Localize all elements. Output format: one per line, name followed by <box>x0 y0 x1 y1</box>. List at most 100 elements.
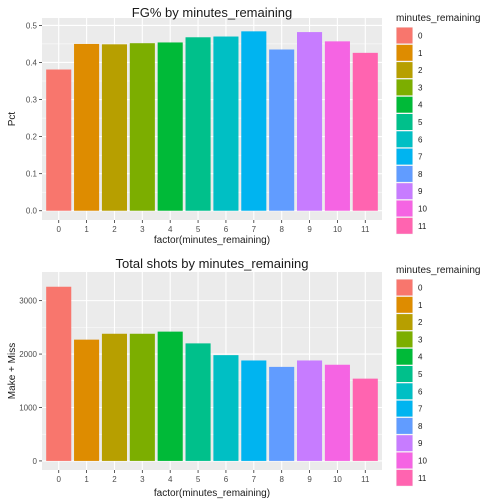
bar-0 <box>46 286 72 461</box>
x-tick-label: 9 <box>307 225 312 234</box>
x-tick-label: 0 <box>56 225 61 234</box>
y-tick-label: 1000 <box>19 403 37 412</box>
legend-label-3: 3 <box>418 335 423 344</box>
legend-label-9: 9 <box>418 187 423 196</box>
x-tick-label: 9 <box>307 475 312 484</box>
bar-10 <box>324 41 350 211</box>
legend-swatch-4 <box>396 96 413 113</box>
legend-swatch-2 <box>396 314 413 331</box>
legend-label-7: 7 <box>418 405 423 414</box>
y-tick-label: 0.4 <box>26 58 38 67</box>
x-tick-label: 8 <box>279 225 284 234</box>
legend-swatch-0 <box>396 279 413 296</box>
bar-1 <box>74 339 100 461</box>
bar-4 <box>157 42 183 211</box>
legend-swatch-4 <box>396 348 413 365</box>
legend-label-4: 4 <box>418 101 423 110</box>
legend-label-0: 0 <box>418 284 423 293</box>
x-tick-label: 7 <box>252 225 257 234</box>
legend-label-6: 6 <box>418 135 423 144</box>
x-tick-label: 0 <box>56 475 61 484</box>
legend-swatch-6 <box>396 383 413 400</box>
x-tick-label: 10 <box>333 475 342 484</box>
y-tick-label: 0.0 <box>26 207 38 216</box>
legend-title: minutes_remaining <box>396 265 481 276</box>
legend: minutes_remaining 0 1 2 3 4 5 6 7 8 9 10 11 <box>396 13 481 235</box>
y-tick-label: 0.2 <box>26 133 38 142</box>
bar-3 <box>129 43 155 211</box>
y-tick-label: 0.3 <box>26 96 38 105</box>
x-tick-label: 11 <box>361 225 370 234</box>
legend-label-2: 2 <box>418 66 423 75</box>
legend-label-11: 11 <box>418 474 427 483</box>
bar-2 <box>101 333 127 461</box>
legend-swatch-6 <box>396 131 413 148</box>
legend-swatch-10 <box>396 452 413 469</box>
bar-11 <box>352 52 378 211</box>
legend-label-4: 4 <box>418 353 423 362</box>
bar-4 <box>157 331 183 461</box>
bar-7 <box>241 31 267 211</box>
x-tick-label: 11 <box>361 475 370 484</box>
legend-swatch-8 <box>396 165 413 182</box>
y-axis-title: Make + Miss <box>7 343 18 399</box>
legend-label-3: 3 <box>418 83 423 92</box>
legend-swatch-9 <box>396 183 413 200</box>
x-tick-label: 2 <box>112 475 117 484</box>
bar-0 <box>46 69 72 211</box>
bar-11 <box>352 378 378 461</box>
legend-label-8: 8 <box>418 170 423 179</box>
legend-swatch-9 <box>396 435 413 452</box>
x-tick-label: 1 <box>84 225 89 234</box>
bar-8 <box>269 49 295 211</box>
y-tick-label: 3000 <box>19 297 37 306</box>
x-tick-label: 5 <box>196 475 201 484</box>
legend-swatch-7 <box>396 148 413 165</box>
x-tick-label: 2 <box>112 225 117 234</box>
legend-title: minutes_remaining <box>396 13 481 24</box>
x-tick-label: 7 <box>252 475 257 484</box>
legend-label-10: 10 <box>418 457 427 466</box>
x-tick-label: 1 <box>84 475 89 484</box>
x-axis-title: factor(minutes_remaining) <box>154 488 270 499</box>
x-tick-label: 8 <box>279 475 284 484</box>
bar-8 <box>269 366 295 461</box>
chart-title: Total shots by minutes_remaining <box>116 256 309 271</box>
y-tick-label: 0 <box>33 457 38 466</box>
legend-label-11: 11 <box>418 222 427 231</box>
bar-3 <box>129 333 155 461</box>
legend-swatch-3 <box>396 79 413 96</box>
x-tick-label: 4 <box>168 475 173 484</box>
x-tick-label: 3 <box>140 475 145 484</box>
x-tick-label: 5 <box>196 225 201 234</box>
bar-2 <box>101 44 127 211</box>
bar-5 <box>185 37 211 211</box>
bar-5 <box>185 343 211 461</box>
legend-swatch-10 <box>396 200 413 217</box>
bar-9 <box>297 32 323 211</box>
legend-label-1: 1 <box>418 301 423 310</box>
legend-label-2: 2 <box>418 318 423 327</box>
x-axis-title: factor(minutes_remaining) <box>154 235 270 246</box>
legend-swatch-2 <box>396 62 413 79</box>
y-tick-label: 0.1 <box>26 170 38 179</box>
bar-1 <box>74 43 100 211</box>
bar-6 <box>213 355 239 461</box>
legend-swatch-0 <box>396 27 413 44</box>
x-tick-label: 10 <box>333 225 342 234</box>
legend-label-10: 10 <box>418 205 427 214</box>
bar-6 <box>213 36 239 211</box>
x-tick-label: 4 <box>168 225 173 234</box>
legend-swatch-3 <box>396 331 413 348</box>
legend-swatch-1 <box>396 44 413 61</box>
legend-swatch-8 <box>396 417 413 434</box>
legend-label-7: 7 <box>418 153 423 162</box>
x-tick-label: 6 <box>224 475 229 484</box>
legend-label-8: 8 <box>418 422 423 431</box>
legend-label-1: 1 <box>418 49 423 58</box>
legend-label-9: 9 <box>418 439 423 448</box>
legend-swatch-11 <box>396 469 413 486</box>
x-tick-label: 6 <box>224 225 229 234</box>
